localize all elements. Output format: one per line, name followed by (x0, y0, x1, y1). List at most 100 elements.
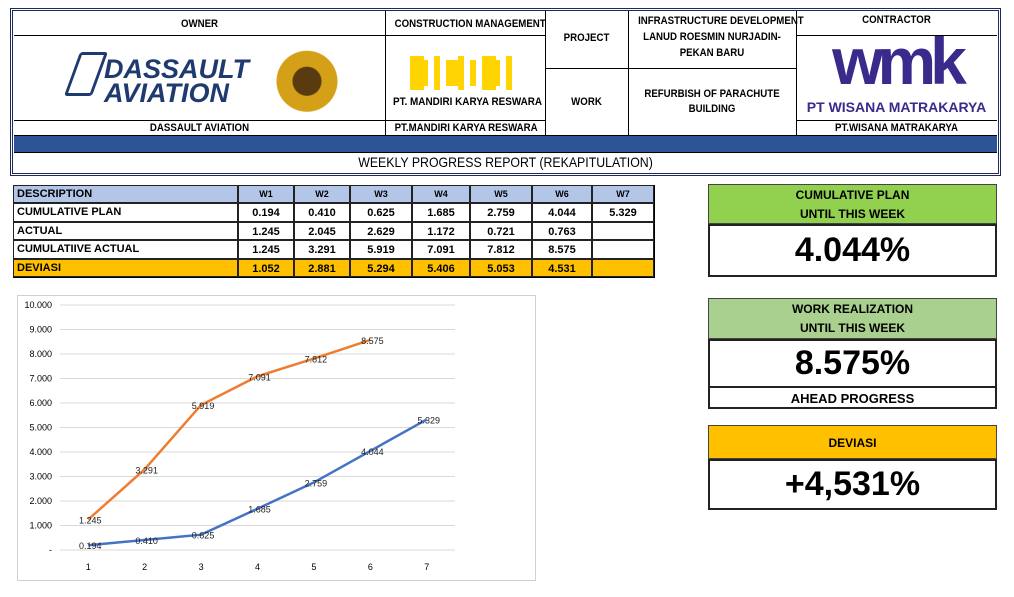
table-cell: 2.881 (294, 258, 350, 277)
data-label: 5.919 (192, 401, 215, 411)
kpi-footer: AHEAD PROGRESS (790, 391, 915, 406)
y-tick-label: 2.000 (29, 496, 52, 506)
header-rule (628, 11, 629, 136)
y-tick-label: 6.000 (29, 398, 52, 408)
chart: - 1.000 2.000 3.000 4.000 5.000 6.000 7.000 8.00… (17, 295, 536, 581)
cm-logo-bar (458, 56, 464, 90)
table-cell: 4.044 (532, 203, 592, 222)
kpi-value: 4.044% (794, 230, 911, 269)
kpi-value-box (708, 459, 997, 510)
report-title: WEEKLY PROGRESS REPORT (REKAPITULATION) (358, 154, 653, 170)
table-cell: 0.763 (532, 221, 592, 241)
table-cell: W4 (412, 185, 470, 204)
y-tick-label: 3.000 (29, 472, 52, 482)
header-rule (796, 35, 997, 36)
project-line: INFRASTRUCTURE DEVELOPMENT (638, 15, 804, 27)
data-label: 1.685 (248, 505, 271, 515)
table-cell: 4.531 (532, 258, 592, 277)
project-line: LANUD ROESMIN NURJADIN- (643, 31, 781, 43)
table-cell: 5.329 (592, 203, 654, 222)
data-label: 3.291 (135, 465, 158, 475)
x-tick-label: 6 (368, 562, 373, 572)
y-tick-label: 5.000 (29, 423, 52, 433)
data-label: 0.410 (135, 536, 158, 546)
table-cell: W1 (238, 185, 294, 204)
header-frame (10, 8, 1001, 176)
cm-logo-bar (482, 56, 496, 90)
table-cell: ACTUAL (13, 221, 238, 241)
kpi-value: +4,531% (784, 464, 921, 503)
contractor-logo-name: PT WISANA MATRAKARYA (806, 99, 987, 115)
series-line (88, 418, 428, 547)
table-cell: 1.052 (238, 258, 294, 277)
table-cell: 0.721 (470, 221, 532, 241)
data-label: 2.759 (305, 478, 328, 488)
owner-logo-text: DASSAULT (104, 54, 249, 84)
header-rule (385, 120, 545, 121)
header-rule (14, 120, 385, 121)
data-label: 4.044 (361, 447, 384, 457)
cm-logo-bar (434, 56, 440, 90)
table-cell (592, 221, 654, 241)
kpi-value-box (708, 339, 997, 388)
table-cell: CUMULATIVE PLAN (13, 203, 238, 222)
y-tick-label: 9.000 (29, 325, 52, 335)
table-cell: 1.245 (238, 240, 294, 259)
project-line: PEKAN BARU (679, 47, 745, 59)
table-cell: W3 (350, 185, 412, 204)
header-rule (545, 68, 796, 69)
owner-name: DASSAULT AVIATION (149, 122, 250, 134)
table-cell (592, 240, 654, 259)
table-cell: 7.812 (470, 240, 532, 259)
kpi-title: WORK REALIZATION (791, 302, 914, 316)
work-line: REFURBISH OF PARACHUTE (644, 88, 780, 100)
kpi-title: DEVIASI (828, 436, 877, 450)
data-label: 7.812 (305, 355, 328, 365)
table-cell: 2.759 (470, 203, 532, 222)
y-tick-label: 8.000 (29, 349, 52, 359)
x-tick-label: 3 (199, 562, 204, 572)
cm-name: PT.MANDIRI KARYA RESWARA (394, 122, 538, 134)
header-rule (14, 135, 997, 136)
kpi-value: 8.575% (794, 343, 911, 382)
contractor-logo: wmk (832, 24, 967, 98)
header-rule (14, 152, 997, 153)
table-cell: 1.245 (238, 221, 294, 241)
table-cell: 1.685 (412, 203, 470, 222)
header-rule (796, 11, 797, 136)
table-cell: W2 (294, 185, 350, 204)
table-cell: W5 (470, 185, 532, 204)
contractor-title: CONTRACTOR (862, 14, 931, 26)
data-label: 7.091 (248, 372, 271, 382)
kpi-footer-box (708, 388, 997, 409)
table-cell: 5.406 (412, 258, 470, 277)
kpi-title: UNTIL THIS WEEK (799, 207, 906, 221)
table-cell (592, 258, 654, 277)
header-band (14, 136, 997, 152)
table-cell: 2.045 (294, 221, 350, 241)
y-tick-label: - (49, 545, 52, 555)
owner-logo-text: AVIATION (104, 78, 229, 108)
x-tick-label: 2 (142, 562, 147, 572)
cm-title: CONSTRUCTION MANAGEMENT (394, 18, 546, 30)
table-cell: 8.575 (532, 240, 592, 259)
table-cell: DESCRIPTION (13, 185, 238, 204)
header-rule (14, 35, 385, 36)
data-label: 5.329 (418, 415, 441, 425)
y-tick-label: 7.000 (29, 374, 52, 384)
table-cell: 7.091 (412, 240, 470, 259)
table-cell: 0.194 (238, 203, 294, 222)
cm-logo-bar (446, 60, 460, 86)
header-rule (385, 35, 545, 36)
table-cell: 5.294 (350, 258, 412, 277)
work-label: WORK (571, 96, 602, 108)
table-cell: 0.410 (294, 203, 350, 222)
header-rule (796, 120, 997, 121)
table-cell: 2.629 (350, 221, 412, 241)
project-label: PROJECT (563, 32, 610, 44)
table-cell: DEVIASI (13, 258, 238, 277)
data-label: 0.625 (192, 531, 215, 541)
kpi-value-box (708, 224, 997, 277)
data-label: 8.575 (361, 336, 384, 346)
work-line: BUILDING (688, 103, 736, 115)
